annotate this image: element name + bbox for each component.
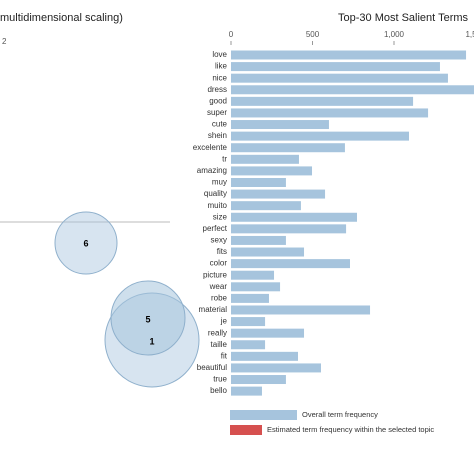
x-tick-label: 1,000 xyxy=(384,30,405,39)
bar xyxy=(231,386,262,396)
category-label: robe xyxy=(211,293,228,302)
bar xyxy=(231,85,474,95)
topic-label: 1 xyxy=(149,336,154,346)
category-label: dress xyxy=(207,85,227,94)
category-label: picture xyxy=(203,270,228,279)
bar xyxy=(231,224,347,234)
category-label: love xyxy=(212,50,227,59)
category-label: cute xyxy=(212,120,228,129)
bar xyxy=(231,166,313,176)
bar xyxy=(231,177,286,187)
bar xyxy=(231,96,414,106)
legend-label: Overall term frequency xyxy=(302,410,378,419)
category-label: muito xyxy=(207,201,227,210)
legend-label: Estimated term frequency within the sele… xyxy=(267,425,434,434)
bar xyxy=(231,154,299,164)
bar xyxy=(231,131,409,141)
category-label: true xyxy=(213,375,227,384)
bar xyxy=(231,259,350,269)
topic-circle[interactable] xyxy=(54,211,118,275)
bar xyxy=(231,212,357,222)
bar xyxy=(231,189,326,199)
bar xyxy=(231,293,269,303)
map-axis-label: 2 xyxy=(2,37,7,46)
bar xyxy=(231,270,275,280)
bar xyxy=(231,108,429,118)
chart-title: Top-30 Most Salient Terms xyxy=(338,12,469,24)
category-label: good xyxy=(209,96,227,105)
x-tick-label: 0 xyxy=(229,30,234,39)
bar xyxy=(231,317,266,327)
bar xyxy=(231,375,286,385)
category-label: material xyxy=(199,305,228,314)
category-label: fit xyxy=(221,351,228,360)
category-label: tr xyxy=(222,154,227,163)
category-label: quality xyxy=(204,189,227,198)
bar xyxy=(231,143,345,153)
topic-label: 6 xyxy=(83,238,88,248)
category-label: like xyxy=(215,62,228,71)
category-label: nice xyxy=(212,73,227,82)
category-label: fits xyxy=(217,247,227,256)
topic-circle[interactable] xyxy=(110,280,186,356)
category-label: wear xyxy=(209,282,228,291)
category-label: perfect xyxy=(203,224,228,233)
bar xyxy=(231,340,266,350)
category-label: super xyxy=(207,108,227,117)
bar xyxy=(231,305,371,315)
bar xyxy=(231,351,298,361)
bar xyxy=(231,235,286,245)
map-title: multidimensional scaling) xyxy=(0,12,123,24)
category-label: taille xyxy=(211,340,228,349)
category-label: muy xyxy=(212,178,227,187)
category-label: shein xyxy=(208,131,227,140)
topic-label: 5 xyxy=(145,314,150,324)
category-label: excelente xyxy=(193,143,228,152)
category-label: color xyxy=(210,259,228,268)
bar xyxy=(231,363,321,373)
x-tick-label: 500 xyxy=(306,30,320,39)
category-label: beautiful xyxy=(197,363,227,372)
legend-swatch xyxy=(230,410,297,420)
bar xyxy=(231,50,467,60)
category-label: sexy xyxy=(211,236,227,245)
x-tick-label: 1,500 xyxy=(465,30,474,39)
category-label: really xyxy=(208,328,227,337)
category-label: je xyxy=(220,317,228,326)
legend-swatch xyxy=(230,425,262,435)
bar xyxy=(231,201,301,211)
bar xyxy=(231,73,448,83)
bar xyxy=(231,120,329,130)
category-label: bello xyxy=(210,386,227,395)
bar xyxy=(231,282,281,292)
category-label: amazing xyxy=(197,166,227,175)
bar xyxy=(231,62,440,72)
bar xyxy=(231,328,305,338)
bar xyxy=(231,247,305,257)
category-label: size xyxy=(213,212,228,221)
